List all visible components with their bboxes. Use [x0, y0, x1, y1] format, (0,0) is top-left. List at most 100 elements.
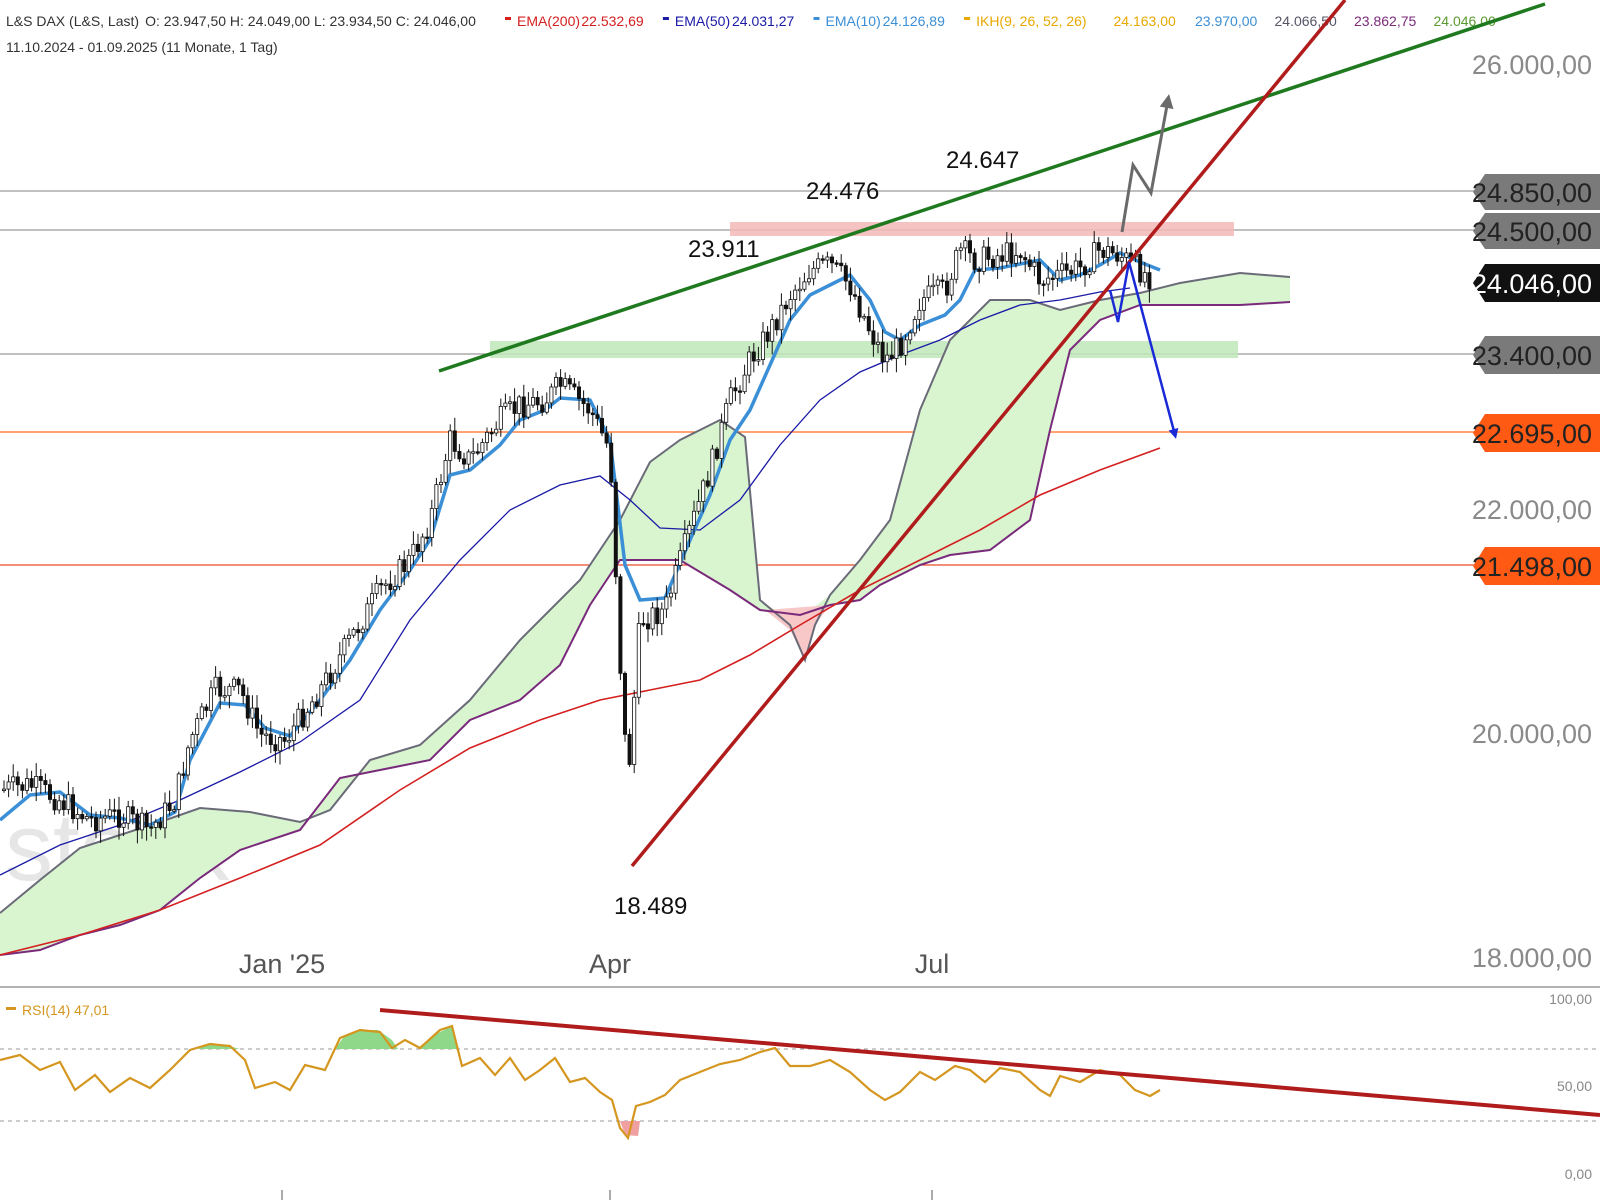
candle-body [581, 398, 586, 405]
candle-body [710, 448, 715, 487]
candle-body [618, 576, 623, 674]
candle-body [379, 583, 384, 586]
candle-body [34, 776, 39, 788]
candle-body [80, 814, 85, 820]
candle-body [1018, 255, 1023, 258]
candle-body [802, 281, 807, 290]
candle-body [876, 341, 881, 345]
ichimoku-cloud [0, 273, 1290, 955]
candle-body [586, 403, 591, 414]
candle-body [779, 304, 784, 331]
candle-body [402, 559, 407, 573]
candle-body [117, 809, 122, 828]
candle-body [254, 707, 259, 729]
candle-body [692, 510, 697, 526]
candle-body [715, 448, 720, 459]
badge-23400: 23.400,00 [1472, 336, 1600, 374]
candle-body [604, 432, 609, 444]
candle-body [162, 802, 167, 829]
candle-body [673, 565, 678, 594]
y-tick-18000: 18.000,00 [1472, 943, 1592, 973]
candle-body [144, 812, 149, 828]
candle-body [1027, 259, 1032, 267]
candle-body [103, 815, 108, 819]
legend-swatch-3 [964, 17, 971, 20]
candle-body [636, 623, 641, 698]
annotation-low-18489: 18.489 [614, 893, 687, 920]
candle-body [346, 634, 351, 639]
candle-body [388, 583, 393, 591]
candle-body [1110, 246, 1115, 254]
candle-body [972, 252, 977, 270]
header: L&S DAX (L&S, Last) O: 23.947,50 H: 24.04… [6, 13, 1496, 55]
candle-body [199, 706, 204, 719]
candle-body [889, 354, 894, 359]
ema50-line [0, 287, 1131, 876]
candle-body [425, 536, 430, 539]
candle-body [646, 623, 651, 630]
candle-body [650, 607, 655, 630]
indicator-legend: EMA(200) 22.532,69 EMA(50) 24.031,27 EMA(10)… [505, 13, 1496, 29]
candle-body [507, 401, 512, 404]
candle-body [590, 412, 595, 416]
candle-body [540, 404, 545, 413]
candle-body [788, 299, 793, 310]
legend-label-0: EMA(200) [517, 13, 580, 29]
candle-body [126, 806, 131, 824]
candle-body [360, 628, 365, 634]
y-tick-20000: 20.000,00 [1472, 719, 1592, 749]
candle-body [935, 279, 940, 286]
candle-body [655, 607, 660, 625]
candle-body [830, 256, 835, 264]
candle-body [406, 554, 411, 573]
candle-body [728, 387, 733, 404]
candle-body [1000, 255, 1005, 262]
candle-body [968, 240, 973, 254]
badge-24850: 24.850,00 [1472, 174, 1600, 210]
candle-body [531, 397, 536, 406]
ikh-value-3: 24.046,00 [1434, 13, 1496, 29]
candle-body [1115, 252, 1120, 262]
badge-22695: 22.695,00 [1472, 414, 1600, 452]
candle-body [29, 778, 34, 788]
candle-body [512, 401, 517, 414]
candle-body [291, 725, 296, 741]
annotation-high-24647: 24.647 [946, 147, 1019, 174]
candle-body [554, 377, 559, 388]
candle-body [669, 592, 674, 598]
candle-body [765, 331, 770, 342]
candle-body [245, 695, 250, 719]
candle-body [167, 802, 172, 812]
x-tick-apr: Apr [589, 949, 631, 979]
candle-body [43, 780, 48, 786]
support-zone [490, 341, 1238, 358]
candle-body [719, 421, 724, 459]
candle-body [521, 396, 526, 418]
legend-label-2: EMA(10) [826, 13, 881, 29]
candle-body [489, 431, 494, 435]
svg-text:24.850,00: 24.850,00 [1472, 178, 1592, 208]
candle-body [1078, 260, 1083, 268]
candle-body [747, 351, 752, 376]
legend-value-0: 22.532,69 [581, 13, 643, 29]
bearish-scenario-arrow [1108, 261, 1179, 439]
candle-body [38, 776, 43, 781]
badge-21498: 21.498,00 [1472, 547, 1600, 585]
candle-body [517, 396, 522, 414]
candle-body [770, 319, 775, 342]
candle-body [383, 583, 388, 586]
candle-body [613, 481, 618, 578]
candle-body [305, 711, 310, 728]
candle-body [208, 687, 213, 711]
candle-body [1101, 249, 1106, 258]
ikh-value-0: 23.970,00 [1195, 13, 1257, 29]
candle-body [857, 295, 862, 318]
y-axis: 26.000,00 22.000,00 20.000,00 18.000,00 [1472, 50, 1592, 973]
candle-body [862, 316, 867, 319]
rsi-legend-swatch [6, 1007, 16, 1010]
rsi-tick-0: 0,00 [1565, 1166, 1592, 1182]
candle-body [1092, 242, 1097, 273]
candle-body [1129, 252, 1134, 258]
candle-body [15, 776, 20, 786]
candle-body [954, 249, 959, 280]
